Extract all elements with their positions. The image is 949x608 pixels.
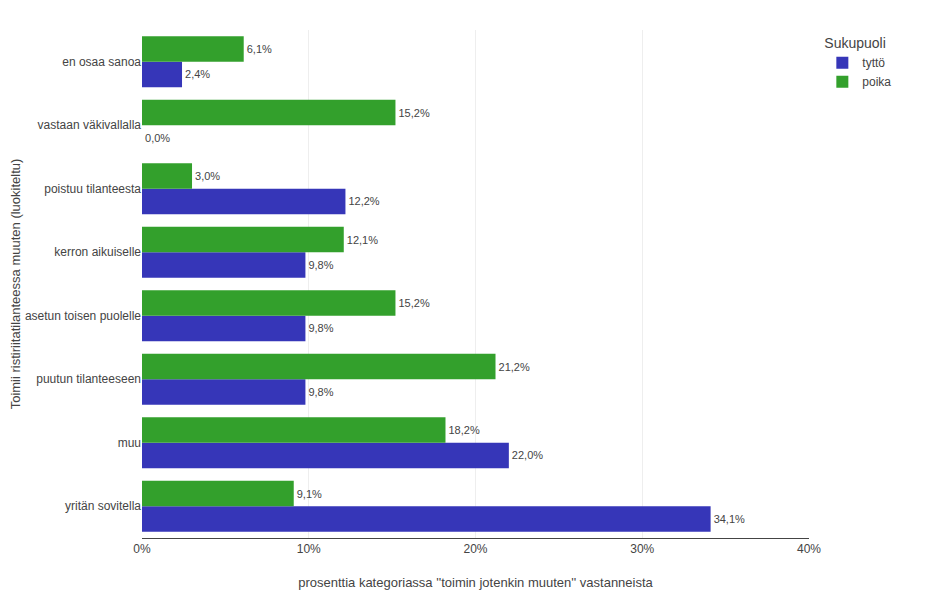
svg-text:2,4%: 2,4% <box>185 68 210 80</box>
svg-text:poistuu tilanteesta: poistuu tilanteesta <box>44 182 141 196</box>
svg-text:yritän sovitella: yritän sovitella <box>65 499 141 513</box>
svg-text:21,2%: 21,2% <box>499 361 530 373</box>
svg-text:15,2%: 15,2% <box>398 107 429 119</box>
svg-text:30%: 30% <box>630 542 654 556</box>
svg-text:40%: 40% <box>797 542 821 556</box>
svg-text:3,0%: 3,0% <box>195 170 220 182</box>
svg-text:12,2%: 12,2% <box>348 195 379 207</box>
svg-text:15,2%: 15,2% <box>398 297 429 309</box>
svg-text:muu: muu <box>118 436 141 450</box>
svg-text:tyttö: tyttö <box>862 56 885 70</box>
svg-text:en osaa sanoa: en osaa sanoa <box>62 55 141 69</box>
svg-text:9,8%: 9,8% <box>308 322 333 334</box>
svg-text:puutun tilanteeseen: puutun tilanteeseen <box>36 372 141 386</box>
svg-text:9,1%: 9,1% <box>297 488 322 500</box>
svg-text:34,1%: 34,1% <box>714 513 745 525</box>
svg-text:poika: poika <box>862 75 891 89</box>
svg-text:prosenttia kategoriassa ''toim: prosenttia kategoriassa ''toimin jotenki… <box>298 575 653 590</box>
svg-text:20%: 20% <box>463 542 487 556</box>
svg-text:6,1%: 6,1% <box>247 43 272 55</box>
svg-text:asetun toisen puolelle: asetun toisen puolelle <box>25 309 141 323</box>
svg-text:0%: 0% <box>133 542 151 556</box>
svg-text:9,8%: 9,8% <box>308 259 333 271</box>
svg-text:Sukupuoli: Sukupuoli <box>824 35 886 51</box>
svg-text:10%: 10% <box>297 542 321 556</box>
svg-text:9,8%: 9,8% <box>308 386 333 398</box>
svg-text:0,0%: 0,0% <box>145 132 170 144</box>
svg-text:22,0%: 22,0% <box>512 449 543 461</box>
svg-text:12,1%: 12,1% <box>347 234 378 246</box>
svg-text:Toimii ristiriitatilanteessa m: Toimii ristiriitatilanteessa muuten (luo… <box>8 159 23 410</box>
svg-text:vastaan väkivallalla: vastaan väkivallalla <box>38 118 142 132</box>
svg-text:kerron aikuiselle: kerron aikuiselle <box>54 245 141 259</box>
svg-text:18,2%: 18,2% <box>448 424 479 436</box>
